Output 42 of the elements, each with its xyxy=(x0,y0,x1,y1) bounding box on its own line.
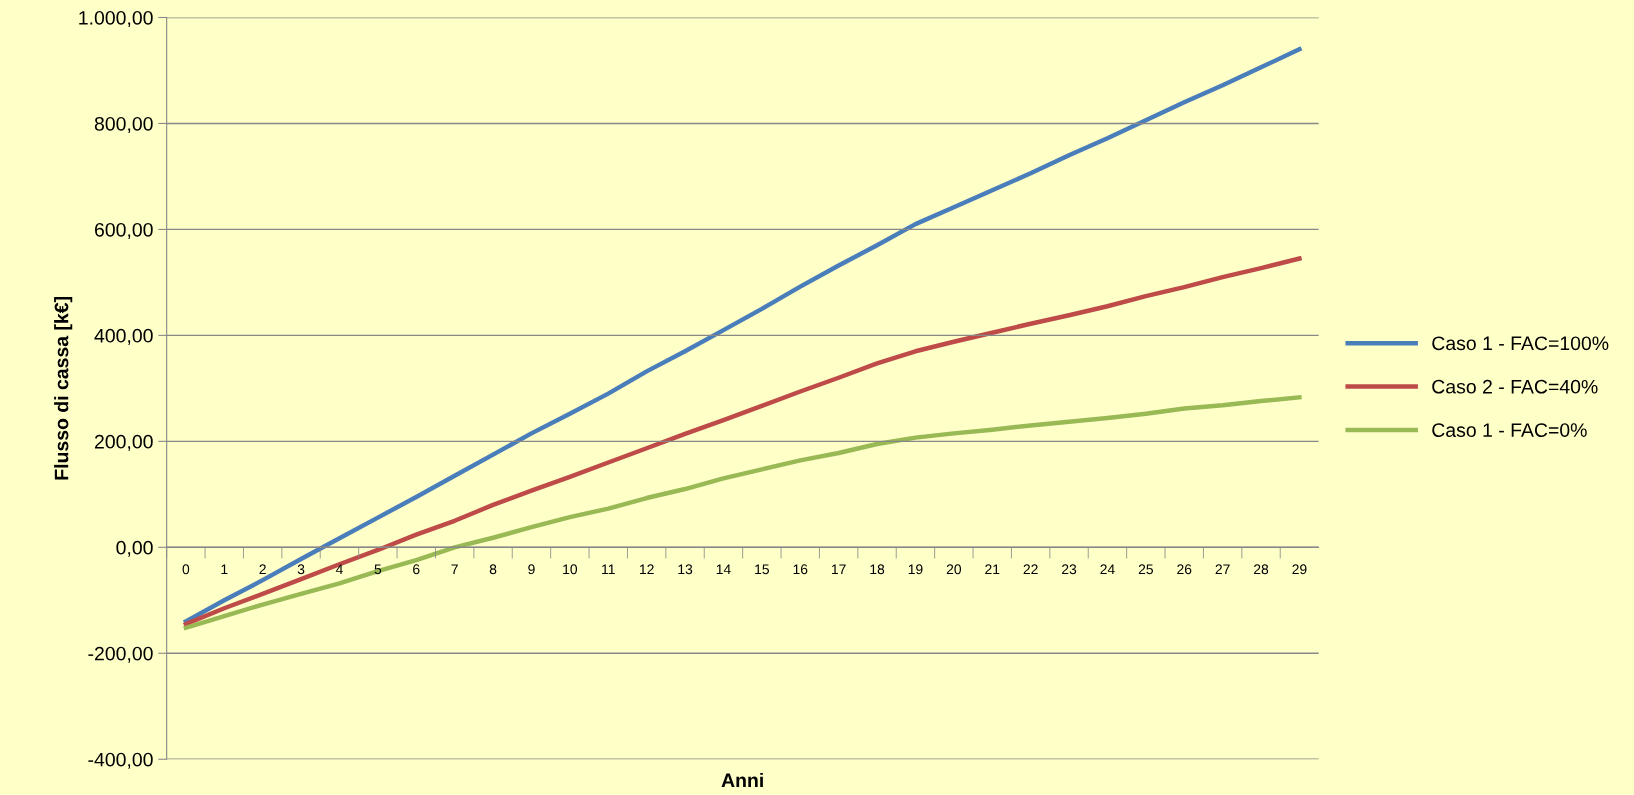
x-tick-label: 10 xyxy=(563,564,578,575)
x-tick-label: 2 xyxy=(259,564,266,575)
x-tick-label: 12 xyxy=(639,564,654,575)
y-tick-label: 800,00 xyxy=(94,116,153,133)
x-axis-title: Anni xyxy=(721,772,763,787)
x-tick-label: 28 xyxy=(1254,564,1269,575)
y-tick-label: -400,00 xyxy=(88,752,153,769)
x-tick-label: 9 xyxy=(528,564,535,575)
x-tick-label: 13 xyxy=(678,564,693,575)
legend-label: Caso 1 - FAC=0% xyxy=(1432,423,1587,437)
y-tick-label: -200,00 xyxy=(88,646,153,663)
x-tick-label: 3 xyxy=(297,564,305,575)
x-tick-label: 23 xyxy=(1062,564,1077,575)
y-tick-label: 600,00 xyxy=(94,222,153,239)
x-tick-label: 0 xyxy=(182,564,190,575)
x-tick-label: 16 xyxy=(793,564,808,575)
y-tick-label: 200,00 xyxy=(94,434,153,451)
x-tick-label: 25 xyxy=(1138,564,1153,575)
x-tick-label: 29 xyxy=(1292,564,1307,575)
legend-label: Caso 1 - FAC=100% xyxy=(1432,336,1609,351)
legend-label: Caso 2 - FAC=40% xyxy=(1432,379,1598,394)
x-tick-label: 19 xyxy=(908,564,923,575)
x-tick-label: 4 xyxy=(335,564,343,575)
x-tick-label: 1 xyxy=(221,564,228,575)
x-tick-label: 27 xyxy=(1215,564,1230,575)
y-tick-label: 1.000,00 xyxy=(79,10,153,28)
y-tick-label: 0,00 xyxy=(116,540,153,557)
x-tick-label: 24 xyxy=(1100,564,1115,575)
x-tick-label: 26 xyxy=(1177,564,1192,575)
x-tick-label: 14 xyxy=(716,564,731,575)
x-tick-label: 20 xyxy=(946,564,962,575)
x-tick-label: 8 xyxy=(489,564,497,575)
x-tick-label: 21 xyxy=(985,564,1000,575)
x-tick-label: 15 xyxy=(755,564,769,575)
x-tick-label: 17 xyxy=(831,564,846,575)
x-tick-label: 22 xyxy=(1023,564,1038,575)
x-tick-label: 7 xyxy=(451,564,458,575)
y-tick-label: 400,00 xyxy=(94,328,153,345)
x-tick-label: 6 xyxy=(413,564,420,575)
x-tick-label: 11 xyxy=(602,564,615,575)
x-tick-label: 18 xyxy=(870,564,885,575)
y-axis-title: Flusso di cassa [k€] xyxy=(54,297,73,480)
